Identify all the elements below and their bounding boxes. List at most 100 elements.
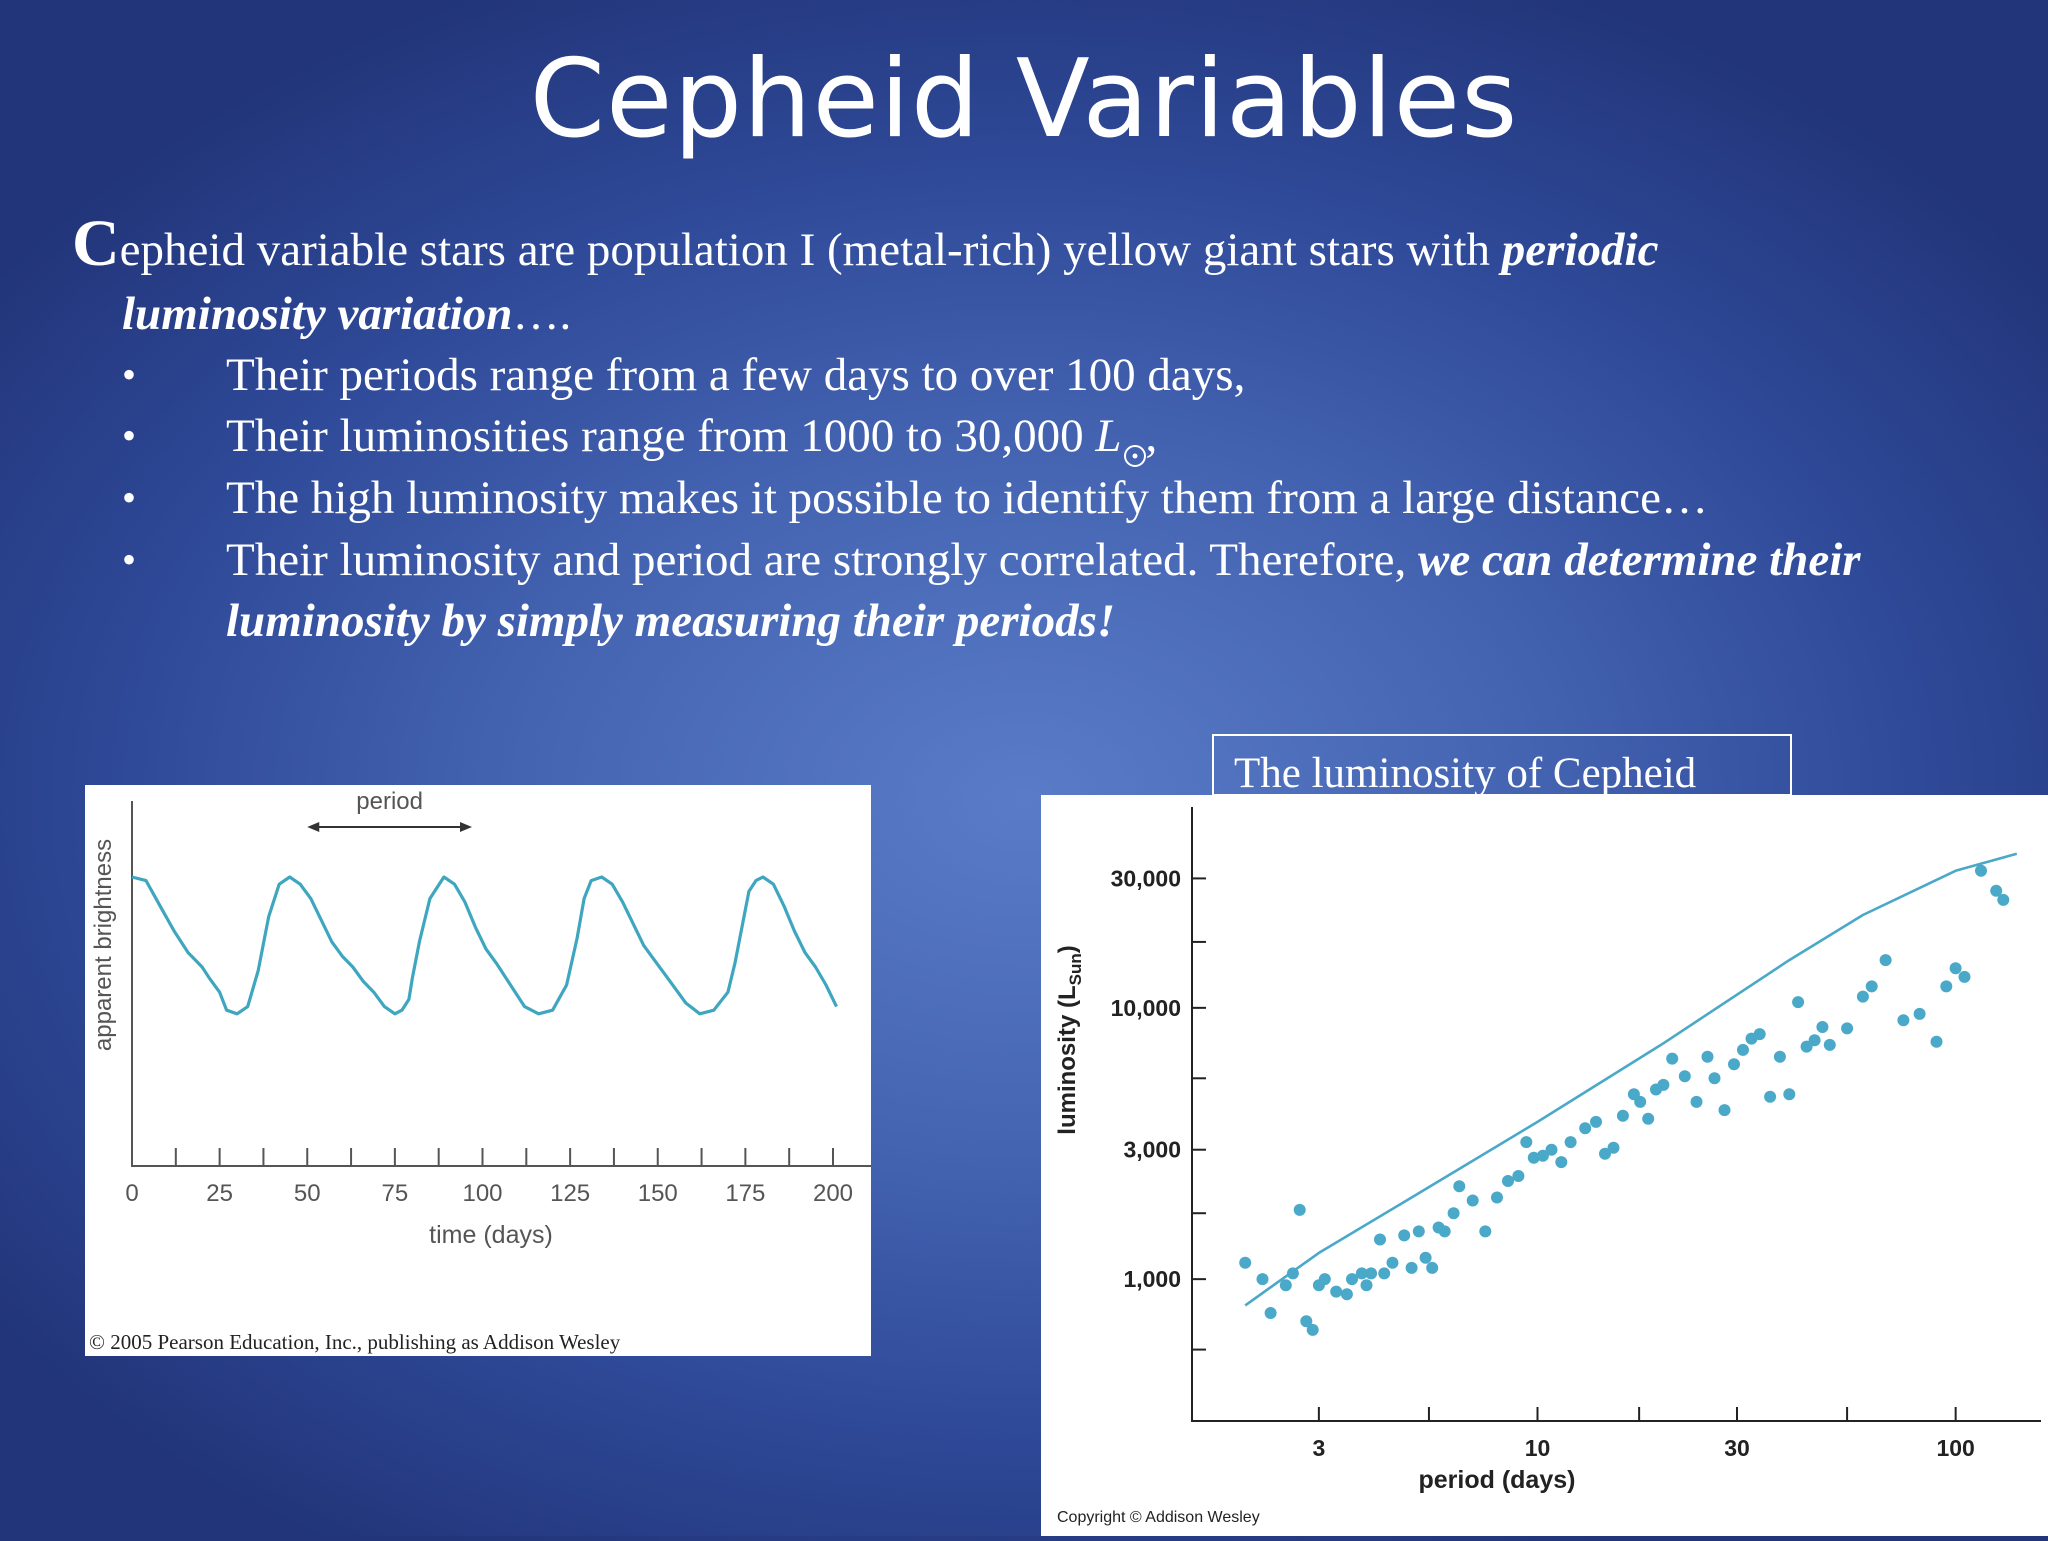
intro-ellipsis: …. xyxy=(512,288,572,340)
pl-y-tick-label: 3,000 xyxy=(1123,1137,1181,1163)
pl-data-point xyxy=(1975,864,1987,877)
pl-data-point xyxy=(1579,1122,1592,1135)
right-credit: Copyright © Addison Wesley xyxy=(1057,1509,1260,1526)
pl-data-point xyxy=(1783,1088,1796,1101)
pl-data-point xyxy=(1792,996,1805,1009)
pl-data-point xyxy=(1386,1256,1399,1269)
bullet-text-1: Their periods range from a few days to o… xyxy=(226,349,1246,401)
lc-x-tick-label: 175 xyxy=(725,1180,765,1207)
pl-data-point xyxy=(1701,1050,1714,1063)
pl-x-tick-label: 10 xyxy=(1525,1435,1551,1461)
light-curve-ticks: 0 25 50 75 100 125 150 175 200 xyxy=(125,1148,853,1207)
lc-x-tick-label: 25 xyxy=(206,1180,233,1207)
pl-data-point xyxy=(1412,1225,1425,1238)
pl-data-point xyxy=(1491,1191,1503,1204)
pl-data-point xyxy=(1264,1307,1277,1319)
pl-y-tick-label: 1,000 xyxy=(1123,1266,1181,1292)
pl-data-point xyxy=(1808,1034,1821,1047)
pl-data-point xyxy=(1419,1251,1432,1264)
pl-data-point xyxy=(1708,1072,1721,1085)
lc-x-tick-label: 125 xyxy=(550,1180,590,1207)
period-luminosity-panel: 1,000 3,000 10,000 30,000 3 10 30 100 period (d… xyxy=(1041,795,2048,1536)
pl-data-point xyxy=(1306,1323,1319,1336)
pl-data-point xyxy=(1318,1273,1331,1286)
pl-data-point xyxy=(1997,893,2010,906)
pl-data-point xyxy=(1374,1233,1386,1246)
pl-data-point xyxy=(1545,1143,1558,1156)
caption-text: The luminosity of Cepheid xyxy=(1234,750,1697,796)
pl-data-point xyxy=(1536,1149,1549,1162)
pl-data-point xyxy=(1426,1261,1439,1274)
pl-data-point xyxy=(1773,1050,1786,1063)
bullet-marker-2: • xyxy=(122,413,137,458)
pl-data-point xyxy=(1293,1203,1306,1216)
pl-data-point xyxy=(1479,1225,1492,1238)
period-annotation: period xyxy=(307,788,472,832)
pl-trend-path xyxy=(1244,852,2018,1307)
pl-data-point xyxy=(1300,1315,1313,1328)
pl-data-point xyxy=(1616,1109,1629,1122)
light-curve-x-label: time (days) xyxy=(429,1221,553,1249)
period-annotation-label: period xyxy=(356,788,423,815)
sun-symbol-icon xyxy=(1123,445,1146,467)
pl-y-label-main: luminosity (L xyxy=(1054,985,1081,1134)
light-curve-series xyxy=(131,875,838,1016)
period-arrow-right-icon xyxy=(459,822,472,832)
pl-data-point xyxy=(1657,1078,1670,1091)
pl-data-point xyxy=(1930,1035,1943,1048)
bullet-4-emphasis-a: we can determine their xyxy=(1417,534,1861,586)
pl-data-point xyxy=(1564,1136,1577,1149)
pl-data-point xyxy=(1599,1147,1611,1160)
pl-data-point xyxy=(1239,1256,1252,1269)
light-curve-panel: 0 25 50 75 100 125 150 175 200 period time (days… xyxy=(85,785,871,1356)
pl-data-point xyxy=(1718,1104,1731,1117)
pl-x-tick-label: 3 xyxy=(1312,1435,1325,1461)
pl-data-point xyxy=(1590,1115,1602,1128)
pl-x-tick-label: 100 xyxy=(1936,1435,1974,1461)
light-curve-chart: 0 25 50 75 100 125 150 175 200 period time (days… xyxy=(89,788,871,1354)
pl-data-point xyxy=(1279,1279,1292,1292)
lc-x-tick-label: 0 xyxy=(125,1180,138,1207)
pl-y-tick-label: 10,000 xyxy=(1111,995,1181,1021)
pl-data-point xyxy=(1958,970,1971,983)
pl-y-tick-label: 30,000 xyxy=(1111,865,1181,891)
pl-data-point xyxy=(1438,1225,1451,1238)
pl-data-point xyxy=(1841,1022,1854,1035)
pl-data-point xyxy=(1365,1267,1378,1280)
bullet-4-text: Their luminosity and period are strongly… xyxy=(226,534,1418,586)
bullet-4-emphasis-b: luminosity by simply measuring their per… xyxy=(226,595,1116,647)
pl-data-point xyxy=(1800,1040,1813,1053)
pl-trend-line xyxy=(1244,852,2018,1307)
pl-axes xyxy=(1191,807,2041,1422)
period-luminosity-chart: 1,000 3,000 10,000 30,000 3 10 30 100 period (d… xyxy=(1054,807,2041,1526)
intro-line-2: luminosity variation…. xyxy=(122,283,571,345)
light-curve-y-label: apparent brightness xyxy=(90,839,117,1051)
pl-data-point xyxy=(1520,1136,1533,1149)
pl-x-tick-label: 30 xyxy=(1724,1435,1750,1461)
pl-data-point xyxy=(1360,1279,1373,1292)
pl-data-point xyxy=(1286,1267,1299,1280)
bullet-text-3: The high luminosity makes it possible to… xyxy=(226,472,1708,524)
pl-data-point xyxy=(1913,1007,1926,1020)
pl-data-point xyxy=(1634,1095,1647,1108)
pl-data-point xyxy=(1856,990,1869,1003)
pl-data-point xyxy=(1607,1141,1620,1154)
pl-data-point xyxy=(1764,1090,1777,1103)
bullet-text-2: Their luminosities range from 1000 to 30… xyxy=(226,405,1157,467)
pl-data-point xyxy=(1940,980,1953,993)
pl-data-point xyxy=(1728,1058,1740,1071)
pl-points xyxy=(1239,864,2010,1336)
pl-data-point xyxy=(1990,884,2003,897)
slide-title: Cepheid Variables xyxy=(529,37,1519,162)
pl-data-point xyxy=(1737,1043,1749,1056)
bullet-marker-1: • xyxy=(122,352,137,397)
pl-data-point xyxy=(1447,1207,1460,1220)
pl-data-point xyxy=(1753,1028,1766,1041)
pl-data-point xyxy=(1642,1112,1655,1125)
pl-y-label: luminosity (LSun) xyxy=(1054,945,1085,1134)
light-curve-line xyxy=(131,875,838,1016)
bullet-marker-3: • xyxy=(122,475,137,520)
intro-dropcap: C xyxy=(72,207,120,280)
lc-x-tick-label: 50 xyxy=(294,1180,321,1207)
bullet-2-text: Their luminosities range from 1000 to 30… xyxy=(226,410,1096,462)
